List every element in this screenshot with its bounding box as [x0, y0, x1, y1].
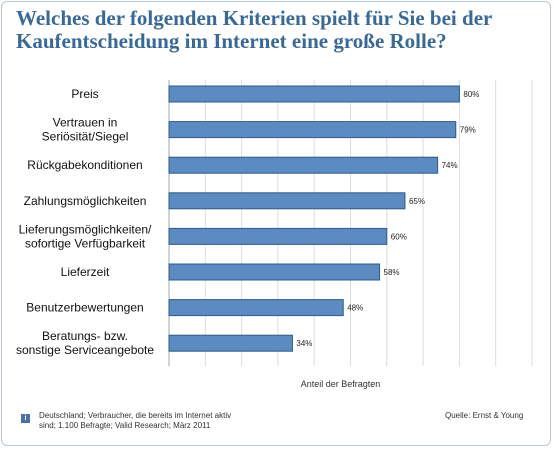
- category-label: Lieferzeit: [61, 265, 110, 279]
- value-label: 60%: [391, 232, 407, 241]
- bar-chart: 80% Preis 79% Vertrauen in Seriösität/Siegel…: [16, 80, 533, 389]
- chart-title: Welches der folgenden Kriterien spielt f…: [16, 6, 492, 53]
- info-icon: i: [21, 414, 30, 423]
- category-label: Rückgabekonditionen: [27, 158, 142, 172]
- footnote: Deutschland; Verbraucher, die bereits im…: [39, 411, 232, 430]
- category-label: Lieferungsmöglichkeiten/sofortige Verfüg…: [19, 222, 152, 250]
- value-label: 80%: [463, 90, 479, 99]
- bar: [168, 299, 344, 317]
- source-label: Quelle: Ernst & Young: [445, 411, 524, 420]
- value-label: 48%: [347, 304, 363, 313]
- bar: [168, 227, 388, 245]
- bar: [168, 156, 439, 174]
- value-label: 79%: [460, 126, 476, 135]
- category-label: Benutzerbewertungen: [26, 301, 143, 315]
- category-label: Zahlungsmöglichkeiten: [24, 194, 147, 208]
- bar: [168, 121, 457, 139]
- bar: [168, 192, 406, 210]
- bar: [168, 85, 460, 103]
- category-label: Vertrauen in Seriösität/Siegel: [42, 116, 129, 144]
- value-label: 34%: [296, 339, 312, 348]
- bar: [168, 334, 293, 352]
- value-label: 74%: [442, 161, 458, 170]
- bar: [168, 263, 381, 281]
- value-label: 58%: [384, 268, 400, 277]
- value-label: 65%: [409, 197, 425, 206]
- category-label: Beratungs- bzw. sonstige Serviceangebote: [16, 329, 154, 357]
- category-label: Preis: [71, 87, 98, 101]
- x-axis-title: Anteil der Befragten: [301, 379, 381, 389]
